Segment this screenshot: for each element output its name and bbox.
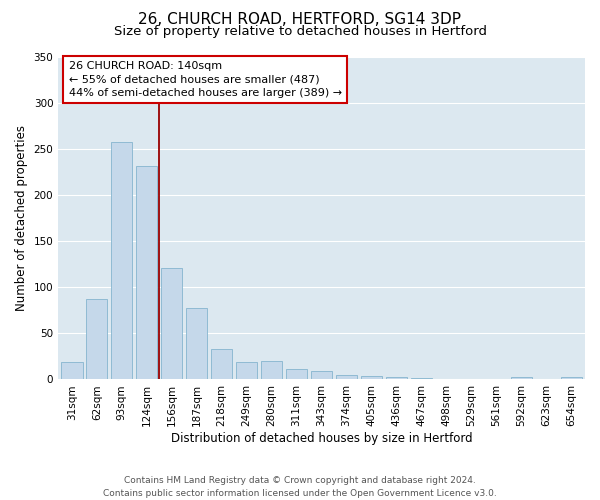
- Text: Size of property relative to detached houses in Hertford: Size of property relative to detached ho…: [113, 25, 487, 38]
- Bar: [236, 362, 257, 380]
- Bar: [361, 376, 382, 380]
- Bar: [311, 371, 332, 380]
- Bar: [86, 299, 107, 380]
- Text: Contains HM Land Registry data © Crown copyright and database right 2024.
Contai: Contains HM Land Registry data © Crown c…: [103, 476, 497, 498]
- Text: 26, CHURCH ROAD, HERTFORD, SG14 3DP: 26, CHURCH ROAD, HERTFORD, SG14 3DP: [139, 12, 461, 28]
- Bar: [186, 308, 208, 380]
- Bar: [386, 376, 407, 380]
- Bar: [336, 375, 357, 380]
- Bar: [161, 268, 182, 380]
- Bar: [411, 378, 432, 380]
- Bar: [111, 142, 133, 380]
- Bar: [286, 370, 307, 380]
- Text: 26 CHURCH ROAD: 140sqm
← 55% of detached houses are smaller (487)
44% of semi-de: 26 CHURCH ROAD: 140sqm ← 55% of detached…: [69, 62, 342, 98]
- Bar: [136, 166, 157, 380]
- Bar: [560, 376, 582, 380]
- Bar: [211, 349, 232, 380]
- Bar: [261, 361, 282, 380]
- Bar: [61, 362, 83, 380]
- Y-axis label: Number of detached properties: Number of detached properties: [15, 125, 28, 311]
- X-axis label: Distribution of detached houses by size in Hertford: Distribution of detached houses by size …: [171, 432, 472, 445]
- Bar: [511, 376, 532, 380]
